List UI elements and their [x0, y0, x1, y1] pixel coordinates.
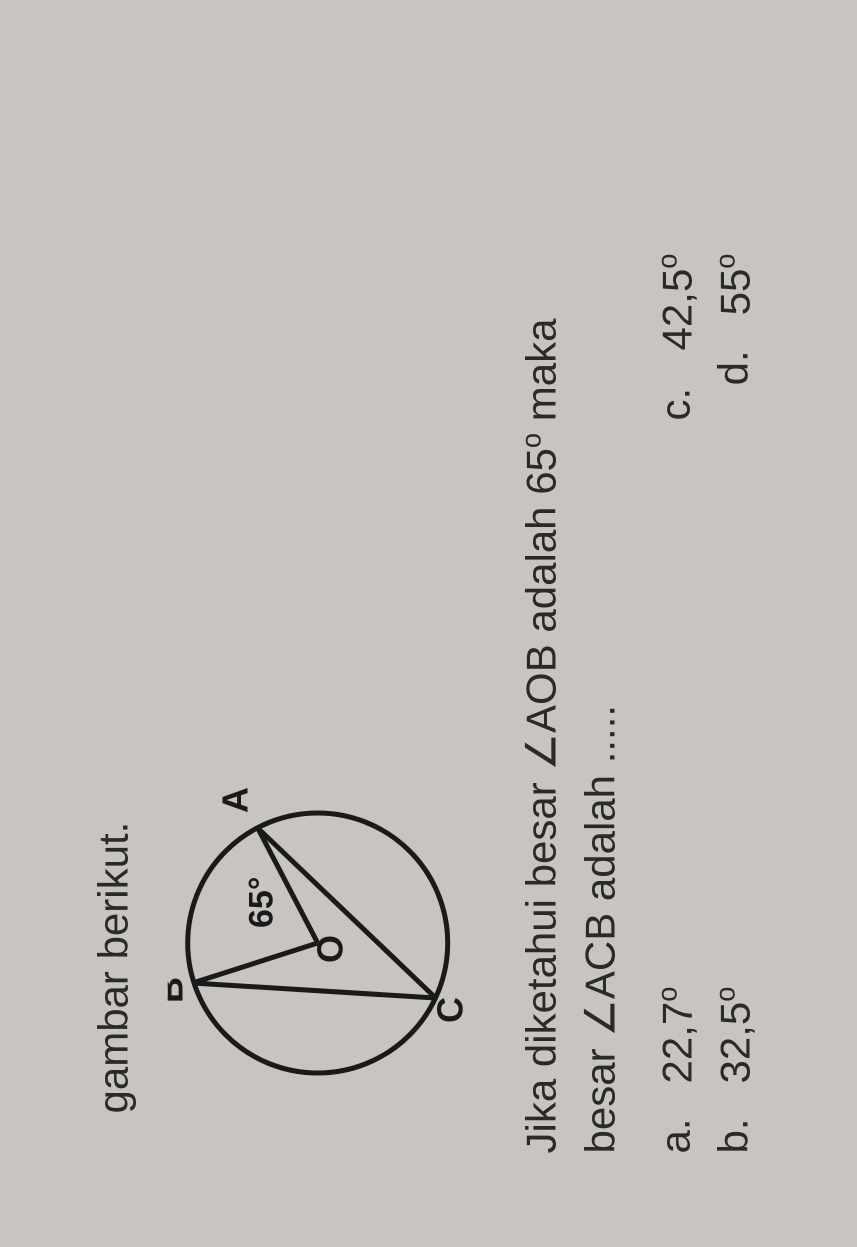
option-b-value: 32,5o [710, 987, 760, 1084]
option-a-value: 22,7o [652, 987, 702, 1084]
label-o: O [309, 935, 350, 963]
angle-symbol-1: ∠ [519, 733, 565, 771]
line-ob [192, 944, 317, 984]
page-content: gambar berikut. A B C O 65° Jika diketah… [89, 74, 768, 1174]
line-cb [192, 984, 435, 999]
option-c-label: c. [652, 380, 702, 420]
question-acb: ACB adalah ..... [577, 705, 624, 999]
angle-symbol-2: ∠ [579, 999, 625, 1037]
circle-diagram: A B C O 65° [167, 74, 492, 1174]
option-d: d. 55o [710, 254, 760, 386]
option-c: c. 42,5o [652, 254, 702, 421]
label-c: C [429, 998, 470, 1024]
option-a-label: a. [652, 1114, 702, 1154]
question-line1-before: Jika diketahui besar [517, 771, 564, 1154]
label-b: B [167, 978, 190, 1004]
geometry-svg: A B C O 65° [167, 754, 487, 1094]
question-line2-before: besar [577, 1037, 624, 1154]
deg-1: o [515, 433, 546, 448]
question-maka: maka [517, 319, 564, 433]
question-text: Jika diketahui besar ∠AOB adalah 65o mak… [512, 74, 632, 1174]
option-row-1: a. 22,7o c. 42,5o [652, 254, 702, 1154]
answer-options: a. 22,7o c. 42,5o b. 32,5o d. 55o [652, 74, 760, 1174]
option-b-label: b. [710, 1114, 760, 1154]
option-b: b. 32,5o [710, 987, 760, 1154]
option-row-2: b. 32,5o d. 55o [710, 254, 760, 1154]
option-c-value: 42,5o [652, 254, 702, 351]
option-d-label: d. [710, 345, 760, 385]
option-d-value: 55o [710, 254, 760, 316]
angle-label: 65° [242, 877, 280, 928]
option-a: a. 22,7o [652, 987, 702, 1154]
label-a: A [214, 788, 255, 814]
question-aob: AOB adalah 65 [517, 448, 564, 733]
intro-text: gambar berikut. [89, 74, 137, 1174]
